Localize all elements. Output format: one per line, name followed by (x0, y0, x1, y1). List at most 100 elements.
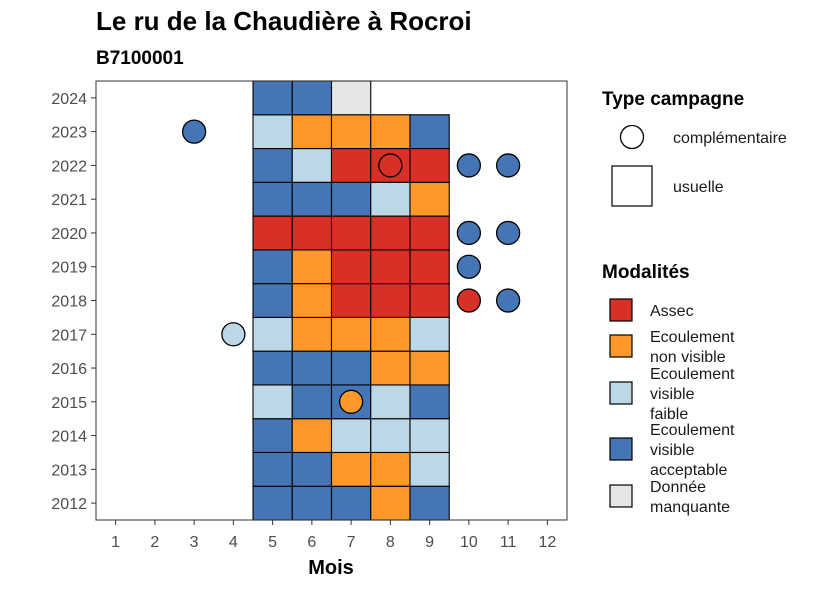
tile-2018-6 (291, 283, 333, 318)
tile-2017-6 (291, 316, 333, 352)
x-tick-label: 12 (538, 534, 556, 551)
tile-2021-8 (370, 181, 411, 217)
x-tick-label: 7 (347, 534, 356, 551)
tile-2018-9 (409, 283, 450, 318)
legend-label-N: Ecoulement non visible (650, 329, 735, 366)
point-2019-10 (456, 254, 482, 279)
tile-2016-6 (291, 350, 333, 386)
legend-key-complementaire (619, 124, 645, 150)
tile-2023-7 (330, 114, 372, 150)
x-tick-label: 6 (307, 534, 316, 551)
tile-2024-5 (252, 80, 293, 116)
point-2020-10 (456, 220, 482, 246)
tile-2018-7 (330, 283, 372, 318)
legend-key-A (609, 437, 633, 461)
tile-2018-5 (252, 283, 293, 318)
legend-modalites-title: Modalités (602, 262, 690, 283)
tile-2024-6 (291, 80, 333, 116)
y-tick-label: 2016 (51, 361, 87, 378)
legend-label-complementaire: complémentaire (673, 130, 787, 147)
y-tick-label: 2021 (51, 192, 87, 209)
y-tick-label: 2019 (51, 260, 87, 277)
tile-2020-6 (291, 215, 333, 251)
tile-2021-6 (291, 181, 333, 217)
tile-2012-5 (252, 485, 293, 521)
y-tick-label: 2018 (51, 294, 87, 311)
y-tick-label: 2023 (51, 125, 87, 142)
x-tick-label: 11 (500, 534, 517, 551)
y-tick-label: 2024 (51, 91, 87, 108)
legend-campagne-title: Type campagne (602, 89, 744, 110)
tile-2015-9 (409, 384, 450, 420)
legend-key-N (609, 334, 633, 358)
point-2022-10 (456, 153, 482, 178)
tile-2014-9 (409, 418, 450, 454)
x-tick-label: 1 (111, 534, 120, 551)
tile-2020-8 (370, 215, 411, 251)
tile-2012-9 (409, 485, 450, 521)
point-2017-4 (221, 322, 246, 347)
tile-2013-9 (409, 451, 450, 487)
tile-2020-7 (330, 215, 372, 251)
legend-label-F: Ecoulement visible faible (650, 366, 735, 423)
tile-2014-6 (291, 418, 333, 454)
tile-2016-7 (330, 350, 372, 386)
x-axis-title: Mois (308, 557, 354, 579)
y-tick-label: 2022 (51, 158, 87, 175)
tile-2012-6 (291, 485, 333, 521)
tile-2017-7 (330, 316, 372, 352)
x-tick-label: 10 (460, 534, 478, 551)
point-2023-3 (181, 119, 207, 144)
tile-2024-7 (330, 80, 372, 116)
legend-key-F (609, 381, 633, 405)
legend-label-S: Assec (650, 303, 694, 320)
tile-2023-5 (252, 114, 293, 150)
tile-2016-5 (252, 350, 293, 386)
tile-2016-9 (409, 350, 450, 386)
x-tick-label: 8 (386, 534, 395, 551)
chart-subtitle: B7100001 (96, 48, 184, 69)
tile-2013-7 (330, 451, 372, 487)
tile-2014-8 (370, 418, 411, 454)
legend-label-A: Ecoulement visible acceptable (650, 422, 735, 479)
tile-2017-8 (370, 316, 411, 352)
point-2018-11 (495, 288, 521, 313)
point-2020-11 (495, 220, 521, 246)
tile-2022-5 (252, 147, 293, 183)
tile-2019-9 (409, 249, 450, 285)
tile-2023-6 (291, 114, 333, 150)
tile-2015-5 (252, 384, 293, 420)
tile-2023-9 (409, 114, 450, 150)
point-2022-8 (378, 153, 403, 178)
tile-2015-6 (291, 384, 333, 420)
legend-key-usuelle (611, 165, 653, 207)
legend-label-usuelle: usuelle (673, 179, 724, 196)
tile-2022-6 (291, 147, 333, 183)
x-tick-label: 9 (425, 534, 434, 551)
x-tick-label: 3 (190, 534, 199, 551)
y-tick-label: 2014 (51, 429, 87, 446)
legend-key-M (609, 484, 633, 508)
y-tick-label: 2015 (51, 395, 87, 412)
x-tick-label: 4 (229, 534, 238, 551)
tile-2016-8 (370, 350, 411, 386)
point-2018-10 (456, 288, 482, 313)
y-tick-label: 2012 (51, 496, 87, 513)
tile-2012-8 (370, 485, 411, 521)
tile-2022-9 (409, 147, 450, 183)
y-tick-label: 2017 (51, 327, 87, 344)
legend-key-S (609, 298, 633, 322)
legend: Type campagne complémentaire usuelle Modali… (602, 89, 787, 516)
tile-2013-5 (252, 451, 293, 487)
tile-2019-7 (330, 249, 372, 285)
tile-2020-5 (252, 215, 293, 251)
tile-2021-5 (252, 181, 293, 217)
tile-2021-7 (330, 181, 372, 217)
tile-2012-7 (330, 485, 372, 521)
tile-2015-8 (370, 384, 411, 420)
tile-2023-8 (370, 114, 411, 150)
point-2015-7 (338, 389, 364, 414)
y-tick-label: 2020 (51, 226, 87, 243)
tile-2019-8 (370, 249, 411, 285)
